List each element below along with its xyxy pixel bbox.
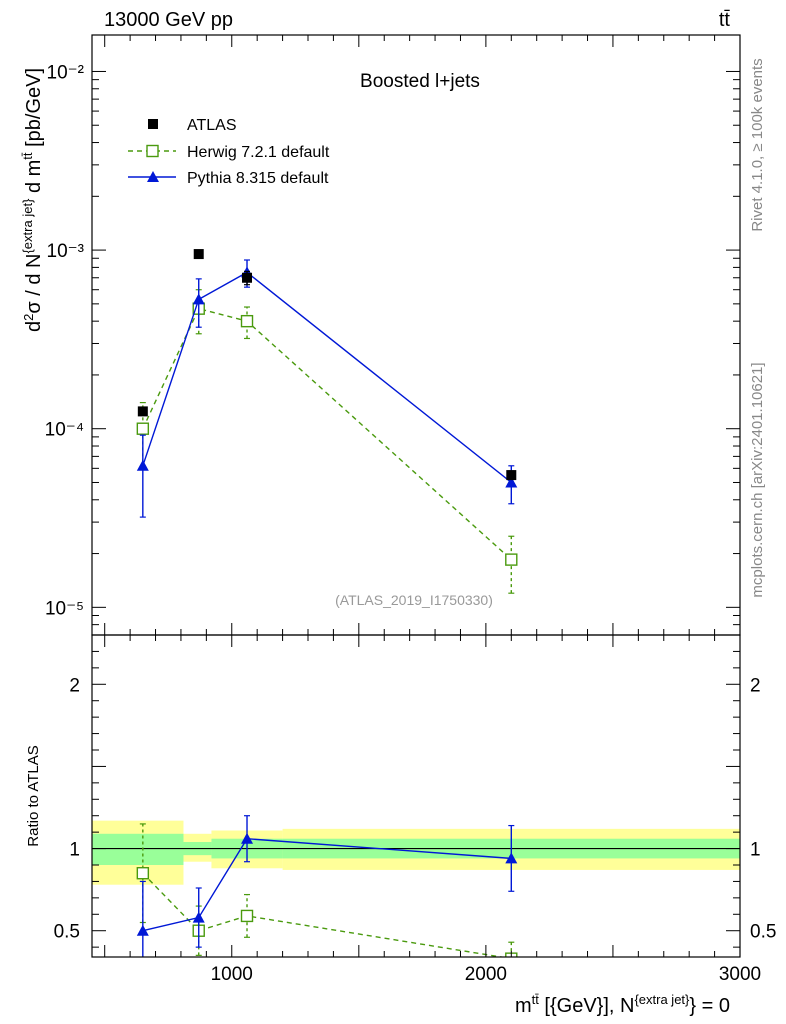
legend-marker-atlas: [148, 119, 158, 129]
y-axis-label-ratio: Ratio to ATLAS: [25, 745, 42, 846]
y-tick-label: 10⁻²: [47, 62, 85, 83]
data-point-atlas: [242, 272, 253, 283]
ratio-panel: 1000 2000 3000 0.5 0.5 1 1 2 2: [54, 634, 776, 985]
side-label-mcplots: mcplots.cern.ch [arXiv:2401.10621]: [749, 362, 766, 597]
main-panel: 10⁻⁵ 10⁻⁴ 10⁻³ 10⁻² Boosted l+jets (ATLAS_2…: [45, 34, 741, 636]
data-point-atlas: [506, 470, 517, 481]
ratio-y-tick-label-right: 2: [750, 675, 761, 696]
uncertainty-band-inner: [92, 833, 184, 865]
data-point-pythia: [192, 911, 205, 923]
data-point-herwig: [240, 314, 254, 328]
data-point-herwig: [505, 553, 518, 566]
data-point-herwig: [240, 909, 254, 923]
data-point-pythia: [505, 476, 518, 488]
series-line-herwig: [142, 307, 512, 561]
data-point-pythia: [192, 293, 205, 305]
legend-label: Herwig 7.2.1 default: [187, 144, 330, 161]
ratio-y-tick-label-right: 0.5: [750, 922, 776, 943]
analysis-tag: (ATLAS_2019_I1750330): [335, 592, 493, 608]
y-tick-label: 10⁻⁵: [45, 598, 84, 619]
y-tick-label: 10⁻³: [47, 241, 85, 262]
data-point-pythia: [136, 459, 149, 471]
x-tick-label: 1000: [211, 964, 253, 985]
legend-marker-herwig: [146, 144, 159, 158]
ratio-y-tick-label: 0.5: [54, 922, 80, 943]
x-axis-label: mtt̄ [{GeV}], N{extra jet}} = 0: [515, 992, 730, 1017]
legend-marker-pythia: [147, 171, 159, 182]
x-tick-label: 2000: [465, 964, 507, 985]
data-point-pythia: [241, 832, 254, 844]
header-right-label: tt̄: [719, 9, 731, 31]
ratio-y-tick-label: 2: [69, 675, 80, 696]
y-axis-label-main: d2σ / d N{extra jet} d mtt̄ [pb/GeV]: [20, 68, 45, 332]
legend-label: Pythia 8.315 default: [187, 170, 329, 187]
x-tick-label: 3000: [719, 964, 761, 985]
data-point-atlas: [193, 249, 204, 260]
data-point-herwig: [136, 422, 150, 435]
legend: ATLAS Herwig 7.2.1 default Pythia 8.315 de…: [128, 117, 330, 187]
series-line-herwig: [142, 872, 506, 957]
legend-label: ATLAS: [187, 117, 237, 134]
header-left-label: 13000 GeV pp: [104, 9, 233, 31]
series-line-pythia: [142, 271, 512, 484]
data-point-herwig: [136, 867, 150, 880]
chart-title: Boosted l+jets: [360, 71, 480, 92]
data-point-pythia: [136, 924, 149, 936]
ratio-panel-frame: [91, 634, 741, 958]
side-label-rivet: Rivet 4.1.0, ≥ 100k events: [749, 58, 766, 231]
ratio-y-tick-label-right: 1: [750, 840, 761, 861]
ratio-y-tick-label: 1: [69, 840, 80, 861]
data-point-atlas: [137, 406, 148, 417]
y-tick-label: 10⁻⁴: [45, 420, 84, 441]
series-line-pythia: [142, 837, 512, 932]
data-point-pythia: [505, 852, 518, 864]
